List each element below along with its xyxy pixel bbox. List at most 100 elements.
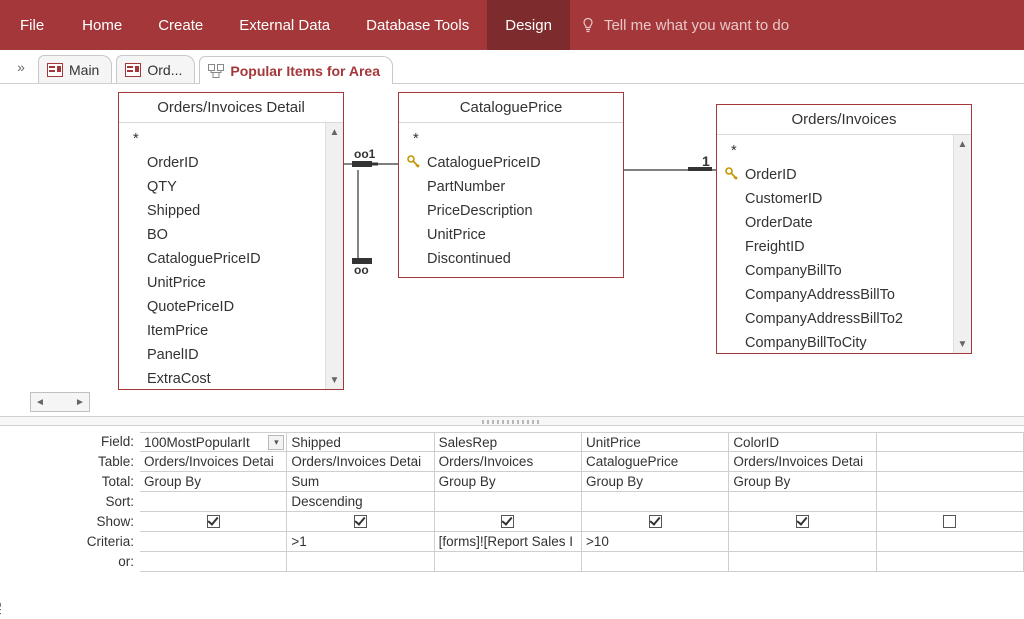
field-item[interactable]: * bbox=[119, 127, 343, 151]
qbe-cell[interactable] bbox=[729, 552, 876, 572]
qbe-cell[interactable]: SalesRep bbox=[435, 432, 582, 452]
field-item[interactable]: ItemPrice bbox=[119, 319, 343, 343]
qbe-cell[interactable]: Group By bbox=[582, 472, 729, 492]
qbe-cell[interactable]: Group By bbox=[140, 472, 287, 492]
qbe-cell[interactable] bbox=[877, 532, 1024, 552]
table-box[interactable]: Orders/Invoices Detail*OrderIDQTYShipped… bbox=[118, 92, 344, 390]
qbe-cell[interactable]: Orders/Invoices Detai bbox=[287, 452, 434, 472]
qbe-cell[interactable]: CataloguePrice bbox=[582, 452, 729, 472]
scroll-down-icon[interactable]: ▼ bbox=[954, 335, 971, 353]
field-item[interactable]: OrderID bbox=[119, 151, 343, 175]
field-item[interactable]: * bbox=[399, 127, 623, 151]
qbe-cell[interactable]: 100MostPopularIt▾ bbox=[140, 432, 287, 452]
show-checkbox[interactable] bbox=[796, 515, 809, 528]
qbe-columns[interactable]: 100MostPopularIt▾ShippedSalesRepUnitPric… bbox=[140, 426, 1024, 619]
ribbon-tab-database-tools[interactable]: Database Tools bbox=[348, 0, 487, 50]
qbe-cell[interactable] bbox=[140, 552, 287, 572]
ribbon-tab-design[interactable]: Design bbox=[487, 0, 570, 50]
qbe-cell[interactable]: [forms]![Report Sales I bbox=[435, 532, 582, 552]
field-item[interactable]: ExtraCost bbox=[119, 367, 343, 389]
field-item[interactable]: OrderDate bbox=[717, 211, 971, 235]
field-item[interactable]: Shipped bbox=[119, 199, 343, 223]
scroll-up-icon[interactable]: ▲ bbox=[954, 135, 971, 153]
table-scrollbar[interactable]: ▲▼ bbox=[325, 123, 343, 389]
field-item[interactable]: CataloguePriceID bbox=[399, 151, 623, 175]
qbe-cell[interactable]: Orders/Invoices Detai bbox=[140, 452, 287, 472]
qbe-cell[interactable] bbox=[877, 452, 1024, 472]
ribbon-tab-create[interactable]: Create bbox=[140, 0, 221, 50]
scroll-down-icon[interactable]: ▼ bbox=[326, 371, 343, 389]
field-item[interactable]: CompanyAddressBillTo2 bbox=[717, 307, 971, 331]
field-item[interactable]: CompanyAddressBillTo bbox=[717, 283, 971, 307]
qbe-cell[interactable]: Group By bbox=[729, 472, 876, 492]
show-checkbox[interactable] bbox=[943, 515, 956, 528]
qbe-cell[interactable]: Group By bbox=[435, 472, 582, 492]
field-item[interactable]: CataloguePriceID bbox=[119, 247, 343, 271]
qbe-cell[interactable] bbox=[877, 552, 1024, 572]
nav-pane-expand-icon[interactable]: » bbox=[6, 53, 36, 81]
qbe-cell[interactable]: >10 bbox=[582, 532, 729, 552]
table-box[interactable]: CataloguePrice*CataloguePriceIDPartNumbe… bbox=[398, 92, 624, 278]
ribbon-tab-external-data[interactable]: External Data bbox=[221, 0, 348, 50]
qbe-cell[interactable] bbox=[729, 532, 876, 552]
qbe-cell[interactable] bbox=[140, 492, 287, 512]
qbe-cell[interactable] bbox=[287, 552, 434, 572]
ribbon-tab-home[interactable]: Home bbox=[64, 0, 140, 50]
field-item[interactable]: OrderID bbox=[717, 163, 971, 187]
show-checkbox[interactable] bbox=[649, 515, 662, 528]
object-tab[interactable]: Ord... bbox=[116, 55, 195, 83]
show-checkbox[interactable] bbox=[354, 515, 367, 528]
table-scrollbar[interactable]: ▲▼ bbox=[953, 135, 971, 353]
qbe-cell[interactable]: ColorID bbox=[729, 432, 876, 452]
field-item[interactable]: UnitPrice bbox=[399, 223, 623, 247]
qbe-cell[interactable] bbox=[877, 512, 1024, 532]
diagram-hscroll[interactable]: ◄ ► bbox=[30, 392, 90, 412]
table-box[interactable]: Orders/Invoices*OrderIDCustomerIDOrderDa… bbox=[716, 104, 972, 354]
qbe-cell[interactable] bbox=[877, 492, 1024, 512]
field-item[interactable]: QuotePriceID bbox=[119, 295, 343, 319]
field-item[interactable]: BO bbox=[119, 223, 343, 247]
object-tab[interactable]: Popular Items for Area bbox=[199, 56, 393, 84]
qbe-cell[interactable]: Orders/Invoices bbox=[435, 452, 582, 472]
qbe-cell[interactable] bbox=[140, 512, 287, 532]
field-item[interactable]: * bbox=[717, 139, 971, 163]
qbe-cell[interactable]: Orders/Invoices Detai bbox=[729, 452, 876, 472]
show-checkbox[interactable] bbox=[501, 515, 514, 528]
object-tab[interactable]: Main bbox=[38, 55, 112, 83]
field-item[interactable]: FreightID bbox=[717, 235, 971, 259]
scroll-up-icon[interactable]: ▲ bbox=[326, 123, 343, 141]
qbe-cell[interactable] bbox=[582, 552, 729, 572]
qbe-cell[interactable]: Shipped bbox=[287, 432, 434, 452]
qbe-cell[interactable] bbox=[287, 512, 434, 532]
show-checkbox[interactable] bbox=[207, 515, 220, 528]
field-item[interactable]: CompanyBillTo bbox=[717, 259, 971, 283]
qbe-cell[interactable] bbox=[435, 512, 582, 532]
table-diagram-area[interactable]: oo1oo1 Orders/Invoices Detail*OrderIDQTY… bbox=[0, 84, 1024, 404]
qbe-cell[interactable]: >1 bbox=[287, 532, 434, 552]
qbe-cell[interactable] bbox=[140, 532, 287, 552]
field-item[interactable]: QTY bbox=[119, 175, 343, 199]
qbe-cell[interactable] bbox=[729, 512, 876, 532]
qbe-cell[interactable]: Descending bbox=[287, 492, 434, 512]
qbe-cell[interactable] bbox=[435, 552, 582, 572]
field-item[interactable]: UnitPrice bbox=[119, 271, 343, 295]
field-item[interactable]: PartNumber bbox=[399, 175, 623, 199]
qbe-cell[interactable] bbox=[582, 512, 729, 532]
field-item[interactable]: Discontinued bbox=[399, 247, 623, 271]
field-item[interactable]: CompanyBillToCity bbox=[717, 331, 971, 353]
field-item[interactable]: PanelID bbox=[119, 343, 343, 367]
pane-splitter[interactable] bbox=[0, 416, 1024, 426]
qbe-cell[interactable]: Sum bbox=[287, 472, 434, 492]
tell-me-search[interactable]: Tell me what you want to do bbox=[580, 17, 789, 34]
qbe-cell[interactable] bbox=[877, 432, 1024, 452]
qbe-cell[interactable] bbox=[435, 492, 582, 512]
field-item[interactable]: CustomerID bbox=[717, 187, 971, 211]
qbe-cell[interactable] bbox=[729, 492, 876, 512]
scroll-right-icon[interactable]: ► bbox=[71, 393, 89, 411]
qbe-cell[interactable]: UnitPrice bbox=[582, 432, 729, 452]
qbe-cell[interactable] bbox=[877, 472, 1024, 492]
qbe-cell[interactable] bbox=[582, 492, 729, 512]
ribbon-tab-file[interactable]: File bbox=[6, 0, 64, 50]
field-item[interactable]: PriceDescription bbox=[399, 199, 623, 223]
scroll-left-icon[interactable]: ◄ bbox=[31, 393, 49, 411]
